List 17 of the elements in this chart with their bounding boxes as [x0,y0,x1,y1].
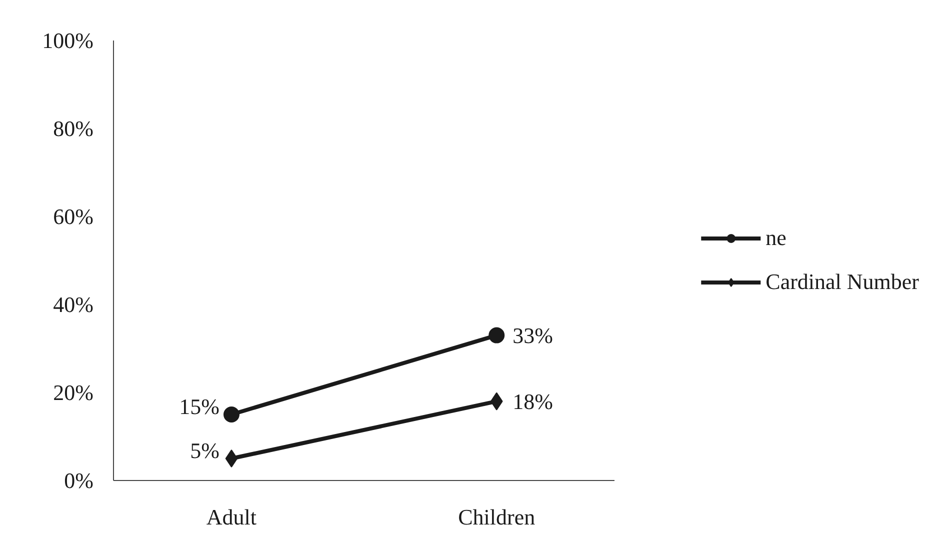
point [223,406,240,422]
x-tick-label: Children [458,504,536,530]
y-tick-label: 0% [64,468,94,493]
data-label: 15% [179,394,220,419]
x-tick-label: Adult [206,504,257,530]
legend-label: Cardinal Number [766,269,919,295]
y-tick-label: 20% [53,380,94,405]
y-tick-label: 100% [42,28,94,53]
y-tick-label: 80% [53,116,94,141]
y-tick-label: 60% [53,204,94,229]
legend-label: ne [766,225,786,251]
data-label: 18% [512,388,553,414]
data-label: 5% [190,438,220,463]
y-tick-label: 40% [53,292,94,317]
data-label: 33% [512,322,553,348]
point [488,327,505,344]
point [225,450,238,468]
